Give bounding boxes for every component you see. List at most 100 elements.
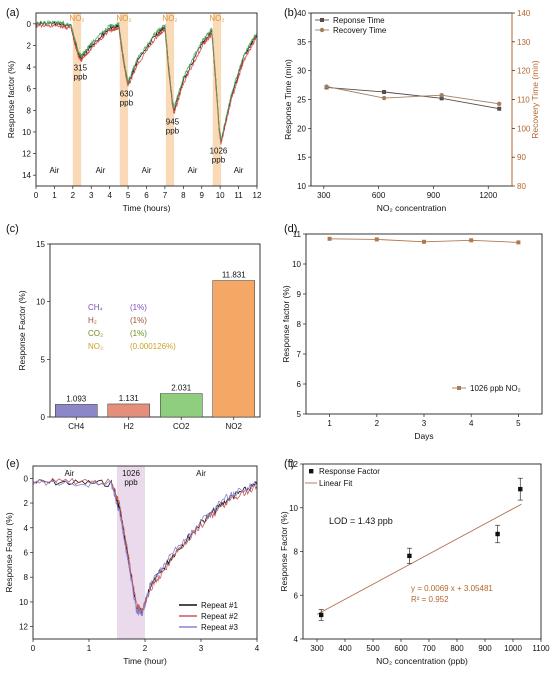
panel-f-panel-label: (f) <box>284 458 294 470</box>
panel-c-y-axis-title: Response Factor (%) <box>17 290 27 370</box>
panel-c-bar-value-label: 1.093 <box>66 394 87 403</box>
panel-a-exposure-label: NO₂ <box>162 14 177 23</box>
panel-d-ytick-label: 8 <box>297 320 302 329</box>
panel-c-bar <box>160 393 203 418</box>
panel-b-point <box>497 101 502 107</box>
panel-a-xtick-label: 9 <box>200 191 205 200</box>
panel-e-ytick-label: 6 <box>24 549 29 558</box>
panel-c-bar-value-label: 1.131 <box>119 394 140 403</box>
panel-a-peak-unit: ppb <box>120 98 134 107</box>
panel-b-point <box>497 106 502 111</box>
panel-c-xtick-label: NO2 <box>226 422 243 431</box>
panel-f-ytick-label: 8 <box>294 548 299 557</box>
panel-d-ytick-label: 5 <box>297 410 302 419</box>
panel-f-point <box>319 612 324 618</box>
panel-f-xtick-label: 400 <box>338 644 352 653</box>
panel-b-panel-label: (b) <box>284 7 297 19</box>
panel-f-ytick-label: 10 <box>289 504 298 513</box>
panel-c-bar-value-label: 11.831 <box>222 271 246 280</box>
panel-a-xtick-label: 5 <box>126 191 131 200</box>
panel-a-xtick-label: 7 <box>163 191 168 200</box>
panel-f-xtick-label: 700 <box>422 644 436 653</box>
panel-a-air-label: Air <box>50 166 60 175</box>
panel-a-air-label: Air <box>142 166 152 175</box>
panel-c-xtick-label: CH4 <box>68 422 85 431</box>
panel-e-xtick-label: 1 <box>87 644 92 653</box>
panel-b-point <box>439 92 444 98</box>
panel-a-xtick-label: 10 <box>216 191 225 200</box>
panel-f-xtick-label: 1100 <box>532 644 550 653</box>
panel-b-y2tick-label: 120 <box>517 67 531 76</box>
panel-a-ytick-label: 14 <box>22 171 31 180</box>
panel-a-ytick-label: 0 <box>27 20 32 29</box>
panel-a-peak-label: 1026 <box>210 147 228 156</box>
panel-b-y2tick-label: 80 <box>517 182 526 191</box>
panel-b-point <box>324 84 329 89</box>
panel-f-point <box>407 553 412 559</box>
panel-f-point <box>495 531 500 537</box>
panel-c-gas-name: H₂ <box>88 316 97 325</box>
panel-b-point <box>381 95 387 101</box>
panel-c-gas-concentration: (1%) <box>130 316 147 325</box>
panel-e-ytick-label: 10 <box>19 598 28 607</box>
panel-f-xtick-label: 900 <box>478 644 492 653</box>
panel-c-bar-value-label: 2.031 <box>171 384 192 393</box>
panel-d-ytick-label: 11 <box>293 230 302 239</box>
panel-c-ytick-label: 15 <box>36 240 45 249</box>
panel-c-gas-concentration: (1%) <box>130 303 147 312</box>
panel-e-exposure-unit: ppb <box>124 478 138 487</box>
panel-b-ytick-label: 35 <box>297 38 306 47</box>
panel-e-ytick-label: 8 <box>24 573 29 582</box>
panel-b-xtick-label: 600 <box>372 191 386 200</box>
panel-e-ytick-label: 4 <box>24 524 29 533</box>
panel-b-ytick-label: 30 <box>297 67 306 76</box>
panel-b-legend-marker <box>320 18 324 22</box>
panel-e-panel-label: (e) <box>6 458 19 470</box>
panel-d-legend-label: 1026 ppb NO₂ <box>470 384 521 393</box>
panel-a-y-axis-title: Response factor (%) <box>6 61 16 139</box>
panel-b-xtick-label: 1200 <box>479 191 497 200</box>
panel-f-xtick-label: 300 <box>310 644 324 653</box>
panel-c-xtick-label: H2 <box>124 422 135 431</box>
panel-b-y2tick-label: 90 <box>517 153 526 162</box>
panel-f-xtick-label: 800 <box>450 644 464 653</box>
panel-f-x-axis-title: NO₂ concentration (ppb) <box>376 656 468 666</box>
panel-d-xtick-label: 1 <box>327 419 332 428</box>
panel-a-ytick-label: 4 <box>27 63 32 72</box>
panel-a-ytick-label: 12 <box>22 150 31 159</box>
panel-b-point <box>439 96 444 101</box>
panel-a-peak-label: 315 <box>74 63 88 72</box>
panel-a-air-label: Air <box>96 166 106 175</box>
panel-b-frame <box>310 12 513 187</box>
panel-b-ytick-label: 10 <box>297 182 306 191</box>
panel-b-ytick-label: 20 <box>297 124 306 133</box>
panel-d-ytick-label: 10 <box>292 260 301 269</box>
panel-b-y-axis-title: Response Time (min) <box>283 59 293 140</box>
panel-c-ytick-label: 10 <box>36 298 45 307</box>
panel-f-point <box>518 486 523 492</box>
panel-e-ytick-label: 2 <box>24 499 29 508</box>
panel-b-ytick-label: 15 <box>297 153 306 162</box>
panel-a-air-label: Air <box>188 166 198 175</box>
panel-f-xtick-label: 1000 <box>504 644 522 653</box>
panel-c-ytick-label: 5 <box>41 355 46 364</box>
panel-b-y2tick-label: 140 <box>517 9 531 18</box>
panel-f-ytick-label: 12 <box>289 460 298 469</box>
panel-d-point <box>469 238 474 243</box>
panel-b-y2tick-label: 130 <box>517 38 531 47</box>
panel-e-xtick-label: 3 <box>199 644 204 653</box>
panel-c-bar <box>55 404 98 418</box>
panel-a-xtick-label: 4 <box>107 191 112 200</box>
panel-a-xtick-label: 8 <box>181 191 186 200</box>
panel-d-legend-marker <box>457 386 461 390</box>
panel-f-equation-label: y = 0.0069 x + 3.05481 <box>411 584 493 593</box>
panel-c-bar <box>212 280 255 418</box>
panel-e-y-axis-title: Response Factor (%) <box>4 512 14 592</box>
panel-e-air-label: Air <box>196 469 206 478</box>
panel-a-trace <box>35 19 258 141</box>
panel-d-point <box>422 239 426 244</box>
panel-b-xtick-label: 300 <box>317 191 331 200</box>
panel-a-ytick-label: 6 <box>27 85 32 94</box>
panel-b-y2tick-label: 100 <box>517 124 531 133</box>
